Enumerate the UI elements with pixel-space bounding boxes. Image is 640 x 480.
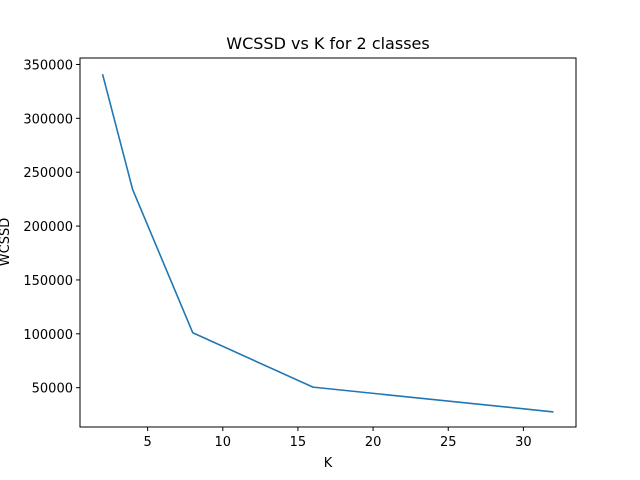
y-tick-label: 300000 (23, 112, 73, 127)
x-tick-label: 5 (143, 435, 151, 450)
x-tick-label: 15 (290, 435, 307, 450)
y-tick-label: 50000 (32, 382, 73, 397)
series-layer (101, 73, 554, 413)
x-tick-label: 10 (215, 435, 232, 450)
y-tick-label: 150000 (23, 274, 73, 289)
y-tick-label: 350000 (23, 58, 73, 73)
y-tick-label: 200000 (23, 220, 73, 235)
plot-frame (79, 57, 577, 428)
series-line-0 (101, 73, 554, 413)
chart-title: WCSSD vs K for 2 classes (226, 34, 429, 53)
x-axis-ticks: 5 10 15 20 25 30 (143, 427, 532, 450)
x-tick-label: 25 (440, 435, 457, 450)
y-tick-label: 100000 (23, 328, 73, 343)
plot-area: 5 10 15 20 25 30 50000 100000 150000 200000 25000… (23, 57, 577, 450)
y-tick-label: 250000 (23, 166, 73, 181)
y-axis-label: WCSSD (0, 218, 13, 266)
x-tick-label: 30 (515, 435, 532, 450)
x-tick-label: 20 (365, 435, 382, 450)
y-axis-ticks: 50000 100000 150000 200000 250000 300000 35000… (23, 58, 80, 397)
x-axis-label: K (324, 456, 333, 471)
